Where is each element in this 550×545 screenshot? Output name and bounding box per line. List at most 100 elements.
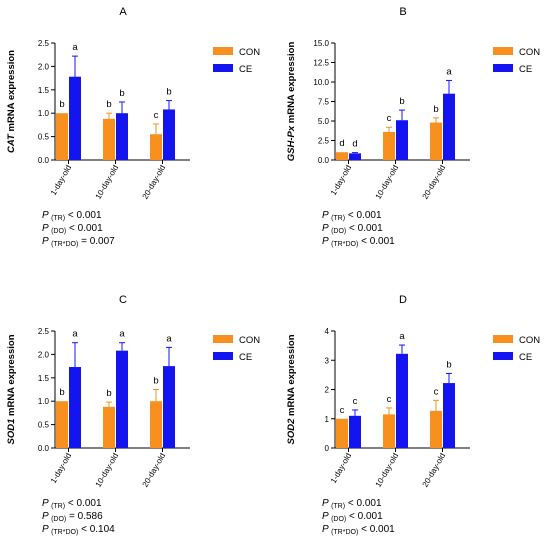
stat-value: < 0.001 [358,524,395,535]
stat-value: < 0.001 [66,223,103,234]
y-tick-label: 0.0 [38,444,50,453]
significance-letter: d [339,138,344,149]
significance-letter: b [446,359,451,370]
significance-letter: c [434,386,439,397]
stat-p: P [322,498,331,509]
stat-line: P (TR) < 0.001 [42,498,102,510]
bar-ce [443,93,455,160]
stat-line: P (DO) < 0.001 [322,511,383,523]
stat-subscript: (TR*DO) [51,241,78,248]
bar-ce [443,383,455,448]
significance-letter: b [106,99,111,110]
x-tick-label: 1-day-old [329,452,353,485]
y-tick-label: 0.0 [318,156,330,165]
y-tick-label: 3 [325,356,330,365]
y-axis-title: SOD2 mRNA expression [286,334,297,444]
x-tick-label: 10-day-old [374,164,401,201]
significance-letter: c [387,113,392,124]
bar-con [336,152,348,160]
stat-p: P [322,511,331,522]
significance-letter: a [446,66,452,77]
y-tick-label: 1.5 [38,86,50,95]
bar-con [430,122,442,160]
y-axis-title-suffix: mRNA expression [6,50,17,134]
panel-a: A CAT mRNA expression 0.0 0.5 1.0 1.5 2.0 2.5 1-… [6,6,260,248]
significance-letter: a [72,42,78,53]
stat-line: P (TR) < 0.001 [322,498,382,510]
y-tick-label: 0.0 [38,156,50,165]
stat-value: = 0.007 [78,236,115,247]
stat-line: P (DO) < 0.001 [42,223,103,235]
stat-subscript: (TR*DO) [331,241,358,248]
x-tick-label: 10-day-old [94,452,121,489]
stat-p: P [42,498,51,509]
significance-letter: c [353,396,358,407]
stat-line: P (TR*DO) < 0.001 [322,236,395,248]
stat-value: < 0.001 [65,210,102,221]
bar-con [103,406,115,448]
significance-letter: a [399,331,405,342]
y-tick-label: 2.0 [38,62,50,71]
bar-con [383,414,395,448]
stat-subscript: (TR*DO) [331,529,358,536]
gene-name: CAT [6,133,17,153]
stat-subscript: (DO) [51,516,66,523]
significance-letter: a [72,329,78,340]
legend-swatch-con [213,47,233,55]
y-tick-label: 2.5 [38,327,50,336]
significance-letter: b [166,87,171,98]
y-tick-label: 7.5 [318,98,330,107]
stat-p: P [42,223,51,234]
legend-swatch-ce [213,64,233,72]
bar-con [336,418,348,448]
legend-label-con: CON [519,47,540,58]
bar-ce [163,366,175,448]
gene-name: SOD1 [6,419,17,445]
bar-con [150,134,162,160]
bar-con [383,131,395,160]
y-axis-title-suffix: mRNA expression [286,42,297,126]
x-tick-label: 1-day-old [329,164,353,197]
significance-letter: b [106,388,111,399]
significance-letter: b [59,387,64,398]
y-tick-label: 12.5 [313,59,329,68]
bar-ce [69,367,81,448]
panel-letter: C [119,294,127,306]
significance-letter: c [387,394,392,405]
y-axis-title: GSH-Px mRNA expression [286,42,297,162]
stat-subscript: (TR) [331,503,345,510]
y-tick-label: 0.5 [38,421,50,430]
stat-subscript: (DO) [51,228,66,235]
significance-letter: c [340,405,345,416]
stat-p: P [322,236,331,247]
legend-label-ce: CE [519,352,532,363]
x-tick-label: 20-day-old [421,164,448,201]
stat-p: P [42,511,51,522]
x-tick-label: 10-day-old [94,164,121,201]
legend-swatch-ce [213,352,233,360]
y-tick-label: 0.5 [38,133,50,142]
stat-value: < 0.001 [345,498,382,509]
stat-line: P (TR*DO) < 0.104 [42,524,115,536]
x-tick-label: 1-day-old [49,452,73,485]
stat-p: P [42,210,51,221]
y-axis-title: CAT mRNA expression [6,50,17,153]
bar-ce [116,113,128,160]
stat-p: P [322,524,331,535]
legend-label-con: CON [519,335,540,346]
y-tick-label: 5.0 [318,117,330,126]
significance-letter: a [119,329,125,340]
stat-line: P (TR*DO) = 0.007 [42,236,115,248]
stat-subscript: (TR) [51,215,65,222]
panel-b: B GSH-Px mRNA expression 0.0 2.5 5.0 7.5 10.0 1… [286,6,540,248]
significance-letter: a [166,333,172,344]
bar-ce [396,120,408,160]
significance-letter: c [154,110,159,121]
legend-label-ce: CE [239,352,252,363]
stat-value: < 0.104 [78,524,115,535]
y-tick-label: 2.5 [318,137,330,146]
stat-value: < 0.001 [65,498,102,509]
stat-line: P (DO) < 0.001 [322,223,383,235]
stat-subscript: (TR) [51,503,65,510]
